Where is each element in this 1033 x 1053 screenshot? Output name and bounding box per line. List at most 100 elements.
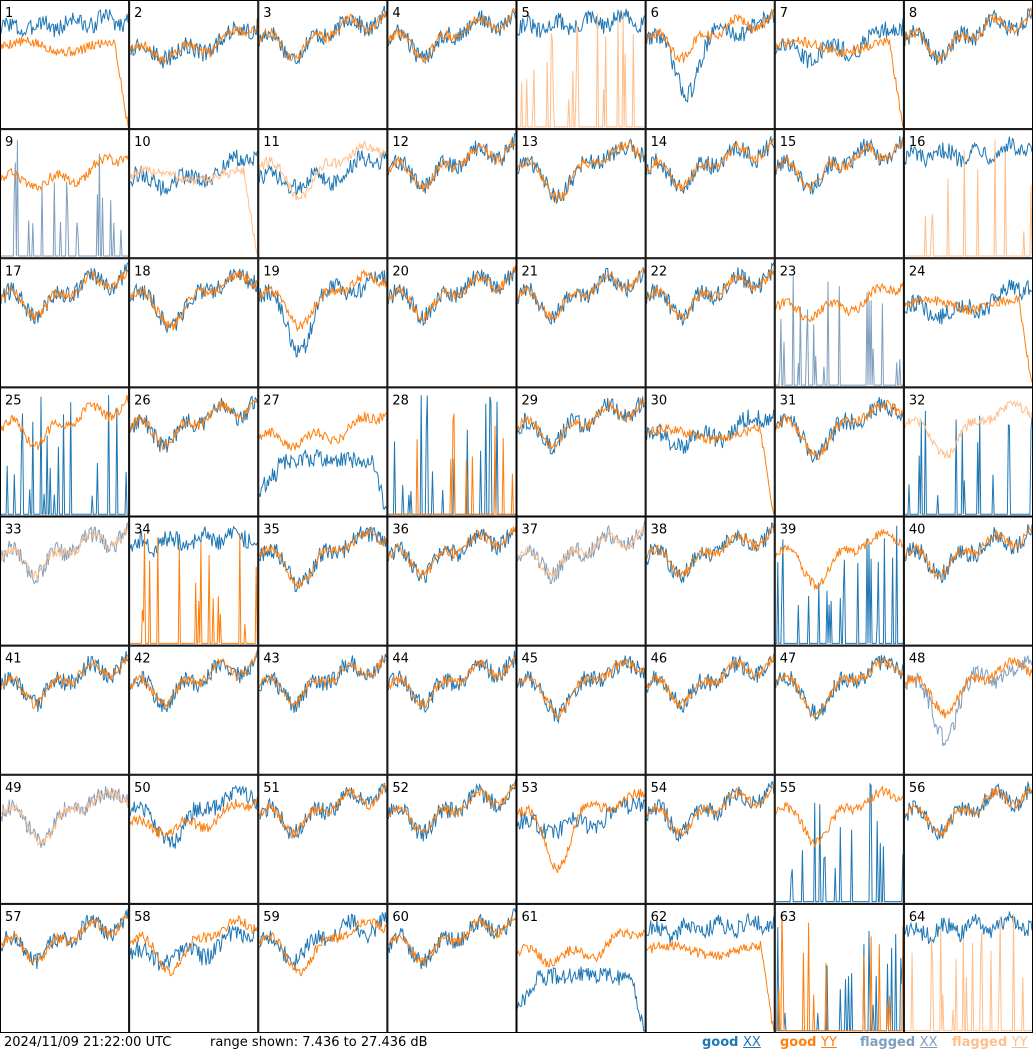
panel-label: 44 [392,652,409,667]
panel-frame [774,645,904,775]
panel-label: 60 [392,910,409,925]
panel-59: 59 [258,903,388,1033]
panel-frame [387,0,517,130]
series-yy-58 [129,914,258,977]
series-xx-5 [517,8,646,38]
panel-frame [387,774,517,904]
series-yy-7 [775,36,904,127]
panel-47: 47 [774,645,904,775]
panel-43: 43 [258,645,388,775]
panel-15: 15 [774,129,904,259]
panel-frame [387,129,517,259]
series-yy-30 [646,423,775,515]
series-yy-50 [129,797,258,839]
series-xx-58 [129,924,258,971]
series-yy-5 [517,12,645,128]
panel-26: 26 [129,387,259,517]
panel-label: 64 [909,910,926,925]
panel-60: 60 [387,903,517,1033]
panel-label: 11 [263,135,280,150]
panel-frame [387,387,517,517]
series-yy-21 [517,266,646,321]
series-yy-2 [129,22,258,64]
panel-frame [774,387,904,517]
series-xx-42 [129,650,258,713]
series-yy-9 [0,152,129,192]
series-xx-9 [1,140,129,257]
series-yy-64 [904,913,1032,1032]
panel-frame [387,645,517,775]
panel-6: 6 [645,0,775,130]
panel-40: 40 [903,516,1033,646]
panel-label: 19 [263,264,280,279]
panel-48: 48 [903,645,1033,775]
series-xx-57 [0,908,129,970]
panel-label: 9 [5,135,13,150]
panel-label: 7 [780,6,788,21]
panel-label: 57 [5,910,22,925]
series-xx-1 [0,9,129,38]
panel-label: 39 [780,523,797,538]
panel-label: 62 [651,910,668,925]
panel-label: 56 [909,781,926,796]
panel-frame [645,903,775,1033]
series-yy-13 [517,140,645,202]
panel-frame [258,0,388,130]
panel-frame [129,774,259,904]
panel-27: 27 [258,387,388,517]
panel-frame [258,258,388,388]
series-xx-6 [646,8,775,103]
panel-label: 52 [392,781,409,796]
series-yy-6 [646,8,775,64]
panel-56: 56 [903,774,1033,904]
panel-19: 19 [258,258,388,388]
panel-32: 32 [903,387,1033,517]
panel-44: 44 [387,645,517,775]
panel-label: 37 [522,523,539,538]
series-xx-48 [904,655,1033,747]
panel-frame [258,516,388,646]
series-yy-4 [387,7,516,63]
panel-10: 10 [129,129,259,259]
panel-frame [129,387,259,517]
panel-frame [645,774,775,904]
panel-label: 63 [780,910,797,925]
series-yy-28 [388,413,516,515]
series-yy-36 [387,526,516,580]
series-yy-45 [517,658,646,719]
series-yy-25 [0,394,129,450]
panel-frame [0,645,130,775]
series-yy-17 [0,269,129,321]
panel-frame [516,645,646,775]
panel-2: 2 [129,0,259,130]
panel-37: 37 [516,516,646,646]
panel-28: 28 [387,387,517,517]
panel-frame [774,903,904,1033]
panel-label: 50 [134,781,151,796]
legend-prefix: flagged [860,1035,920,1050]
panel-frame [129,0,259,130]
range-text: range shown: 7.436 to 27.436 dB [210,1035,428,1050]
panel-label: 58 [134,910,151,925]
panel-4: 4 [387,0,517,130]
panel-label: 55 [780,781,797,796]
panel-52: 52 [387,774,517,904]
series-xx-27 [258,448,387,511]
panel-38: 38 [645,516,775,646]
panel-frame [258,387,388,517]
panel-11: 11 [258,129,388,259]
panel-46: 46 [645,645,775,775]
series-yy-44 [387,656,516,710]
panel-label: 3 [263,6,271,21]
panel-label: 12 [392,135,409,150]
panel-frame [387,258,517,388]
panel-frame [0,774,130,904]
panel-34: 34 [129,516,259,646]
panel-24: 24 [903,258,1033,388]
panel-label: 14 [651,135,668,150]
panel-label: 17 [5,264,22,279]
panel-label: 59 [263,910,280,925]
panel-frame [903,0,1033,130]
series-yy-10 [129,164,258,256]
series-yy-53 [517,788,646,873]
